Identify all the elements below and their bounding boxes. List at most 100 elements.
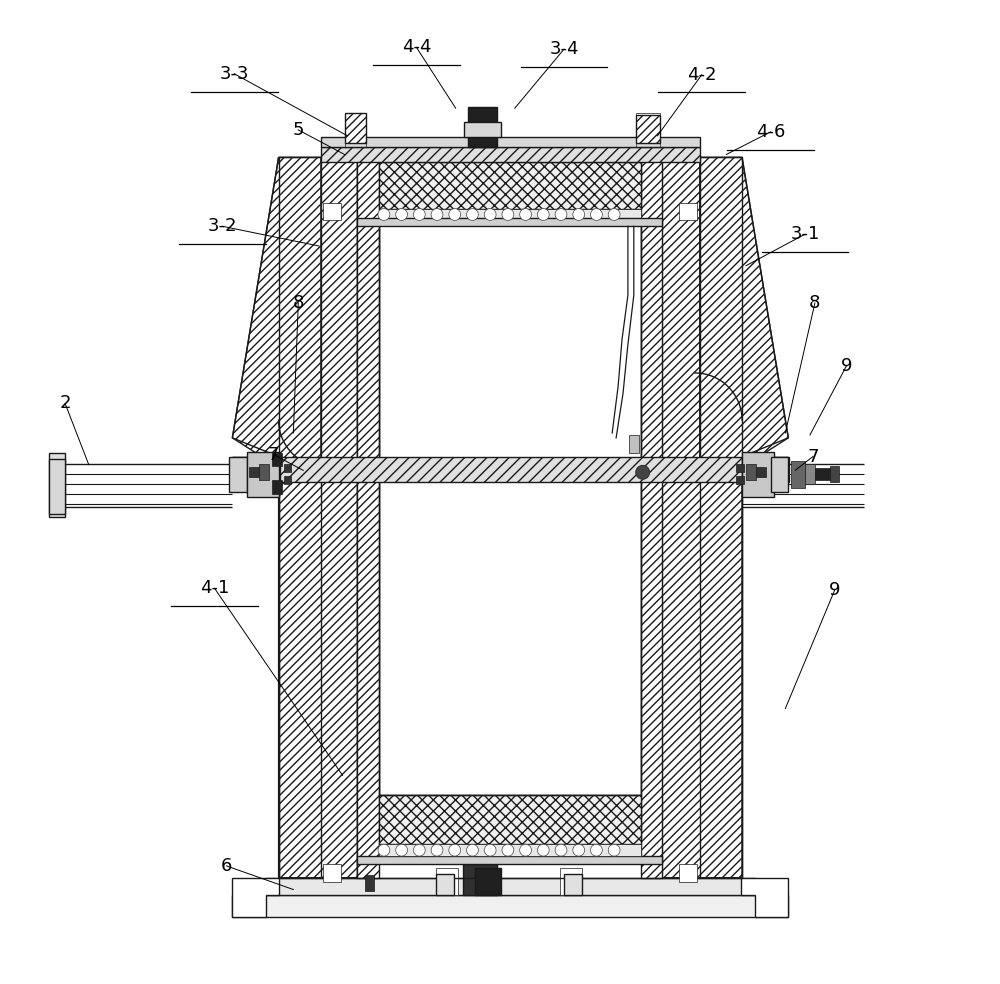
Circle shape (484, 844, 496, 856)
Polygon shape (700, 157, 788, 467)
Bar (357, 856, 662, 864)
Circle shape (467, 209, 478, 220)
Circle shape (378, 209, 390, 220)
Bar (379, 224, 641, 795)
Bar (436, 874, 454, 895)
Bar (379, 795, 641, 844)
Bar (560, 868, 582, 895)
Bar (365, 875, 374, 891)
Circle shape (378, 844, 390, 856)
Circle shape (413, 209, 425, 220)
Bar (742, 452, 774, 497)
Circle shape (396, 844, 408, 856)
Bar (641, 159, 662, 878)
Bar (629, 435, 639, 453)
Circle shape (555, 209, 567, 220)
Text: 2: 2 (59, 395, 71, 412)
Text: 4-4: 4-4 (402, 38, 431, 56)
Bar (229, 457, 247, 492)
Text: 8: 8 (293, 294, 304, 312)
Bar (463, 864, 497, 895)
Polygon shape (741, 878, 788, 917)
Text: 4-2: 4-2 (687, 66, 716, 84)
Bar (379, 844, 641, 856)
Bar (636, 115, 660, 143)
Circle shape (449, 209, 461, 220)
Text: 3-4: 3-4 (549, 40, 579, 58)
Bar (247, 452, 279, 497)
Bar (436, 868, 458, 895)
Circle shape (537, 844, 549, 856)
Text: 8: 8 (809, 294, 821, 312)
Bar (742, 457, 789, 482)
Bar (830, 466, 839, 482)
Bar (679, 203, 697, 220)
Text: 3-2: 3-2 (208, 217, 237, 235)
Bar (345, 113, 366, 143)
Bar (756, 467, 766, 477)
Text: 4-6: 4-6 (756, 123, 785, 141)
Circle shape (520, 209, 531, 220)
Bar (49, 459, 65, 514)
Circle shape (608, 209, 620, 220)
Bar (468, 107, 497, 147)
Text: 6: 6 (221, 857, 232, 875)
Bar (746, 464, 756, 480)
Bar (679, 864, 697, 882)
Bar (564, 874, 582, 895)
Bar (345, 113, 366, 147)
Bar (771, 457, 788, 492)
Bar (272, 480, 282, 494)
Circle shape (555, 844, 567, 856)
Circle shape (636, 465, 650, 479)
Bar (636, 113, 660, 147)
Bar (249, 467, 261, 477)
Polygon shape (662, 157, 742, 878)
Polygon shape (279, 157, 357, 878)
Bar (323, 864, 341, 882)
Bar (736, 464, 744, 472)
Bar (736, 476, 744, 484)
Text: 7: 7 (807, 448, 819, 465)
Bar (805, 464, 815, 484)
Bar (379, 209, 641, 220)
Bar (321, 147, 700, 162)
Bar (266, 878, 755, 895)
Text: 4-1: 4-1 (200, 580, 229, 597)
Circle shape (591, 844, 602, 856)
Text: 3-3: 3-3 (220, 65, 249, 83)
Circle shape (502, 844, 514, 856)
Circle shape (467, 844, 478, 856)
Polygon shape (232, 157, 321, 467)
Circle shape (573, 209, 585, 220)
Circle shape (608, 844, 620, 856)
Bar (475, 868, 501, 895)
Bar (259, 464, 269, 480)
Circle shape (484, 209, 496, 220)
Text: 9: 9 (829, 582, 840, 599)
Circle shape (537, 209, 549, 220)
Bar (232, 895, 788, 917)
Polygon shape (49, 453, 65, 517)
Bar (272, 453, 282, 466)
Circle shape (573, 844, 585, 856)
Bar (284, 476, 291, 484)
Text: 3-1: 3-1 (790, 225, 820, 243)
Text: 9: 9 (841, 357, 852, 375)
Circle shape (449, 844, 461, 856)
Circle shape (396, 209, 408, 220)
Bar (321, 137, 700, 147)
Circle shape (431, 209, 443, 220)
Circle shape (502, 209, 514, 220)
Bar (279, 457, 742, 482)
Bar (464, 122, 501, 137)
Polygon shape (232, 878, 279, 917)
Bar (463, 864, 497, 895)
Bar (379, 162, 641, 209)
Bar (232, 457, 280, 482)
Text: 7: 7 (268, 446, 279, 463)
Bar (357, 159, 379, 878)
Circle shape (591, 209, 602, 220)
Circle shape (413, 844, 425, 856)
Bar (284, 464, 291, 472)
